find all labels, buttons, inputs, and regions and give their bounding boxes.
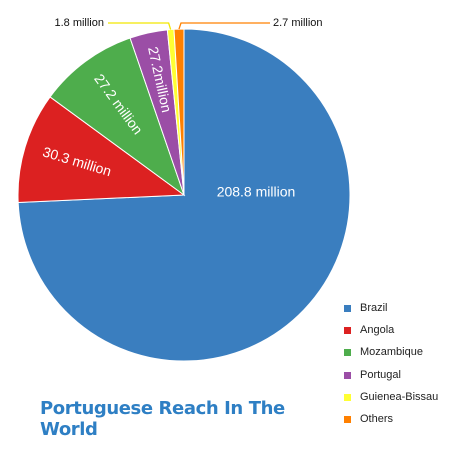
data-label-others: 2.7 million	[273, 17, 323, 29]
pie-slice-mozambique	[49, 37, 185, 197]
legend-label-portugal: Portugal	[360, 369, 401, 381]
legend-swatch-mozambique	[344, 348, 351, 356]
legend-swatch-brazil	[344, 304, 351, 312]
legend-item-portugal: Portugal	[344, 368, 401, 382]
legend-swatch-others	[344, 415, 351, 423]
legend-label-brazil: Brazil	[360, 302, 388, 314]
legend-item-mozambique: Mozambique	[344, 345, 423, 359]
legend-label-mozambique: Mozambique	[360, 346, 423, 358]
pie-slice-angola	[17, 96, 186, 204]
leader-line-others	[178, 22, 270, 30]
legend-label-angola: Angola	[360, 324, 395, 336]
legend-swatch-angola	[344, 326, 351, 334]
data-label-brazil: 208.8 million	[217, 184, 296, 200]
legend-item-brazil: Brazil	[344, 301, 388, 315]
chart-title: Portuguese Reach In The World	[40, 398, 285, 440]
legend-swatch-portugal	[344, 371, 351, 379]
legend-item-angola: Angola	[344, 323, 394, 337]
legend-item-guinea-bissau: Guienea-Bissau	[344, 390, 438, 404]
legend-swatch-guinea-bissau	[344, 393, 351, 401]
data-label-guinea-bissau: 1.8 million	[54, 17, 104, 29]
legend-label-guinea-bissau: Guienea-Bissau	[360, 391, 439, 403]
leader-line-guinea-bissau	[108, 22, 172, 30]
legend-label-others: Others	[360, 413, 394, 425]
legend-item-others: Others	[344, 412, 393, 426]
